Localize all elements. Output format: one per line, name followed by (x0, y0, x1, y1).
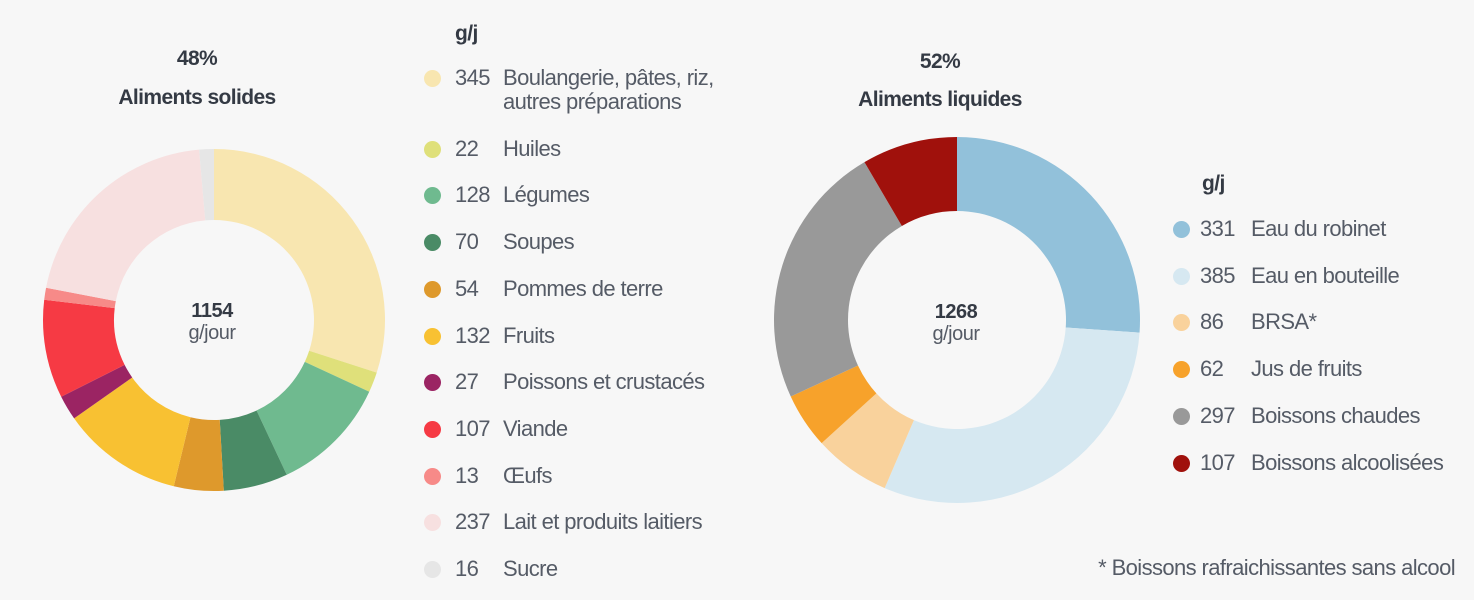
liquids-unit: g/jour (932, 323, 980, 345)
slice-1-0 (957, 137, 1141, 333)
legend-swatch (424, 70, 441, 87)
slice-0-5 (74, 377, 191, 487)
slice-0-2 (256, 361, 370, 475)
legend-swatch (424, 514, 441, 532)
legend-swatch (424, 140, 441, 158)
legend-value: 27 (455, 369, 479, 395)
legend-value: 70 (455, 229, 479, 255)
legend-value: 297 (1200, 402, 1236, 428)
legend-label: Pommes de terre (503, 275, 663, 301)
slice-1-1 (884, 327, 1140, 503)
legend-value: 345 (455, 65, 491, 90)
legend-swatch (424, 327, 441, 345)
legend-value: 128 (455, 182, 491, 208)
liquids-center-label: 1268 g/jour (932, 301, 980, 345)
legend-value: 54 (455, 275, 479, 301)
legend-value: 331 (1200, 216, 1236, 241)
liquids-percent: 52% (919, 50, 961, 73)
legend-label: Boissons alcoolisées (1251, 449, 1444, 475)
legend-label: Huiles (503, 135, 561, 161)
solids-total: 1154 (191, 300, 233, 322)
legend-label: Viande (503, 415, 568, 441)
slice-0-0 (214, 149, 385, 373)
legend-value: 107 (455, 415, 491, 441)
legend-label: Fruits (503, 322, 555, 348)
footnote: * Boissons rafraichissantes sans alcool (1098, 555, 1456, 580)
legend-swatch (424, 187, 441, 205)
solids-center-label: 1154 g/jour (188, 300, 236, 344)
slice-0-1 (304, 350, 377, 392)
slice-0-10 (199, 149, 214, 221)
solids-unit: g/jour (188, 322, 236, 344)
slice-0-7 (42, 299, 125, 397)
slice-0-8 (44, 287, 116, 309)
solids-percent: 48% (176, 47, 218, 70)
legend-label: Lait et produits laitiers (503, 509, 703, 535)
legend-label: Eau du robinet (1251, 216, 1386, 241)
legend-swatch (424, 234, 441, 252)
legend-swatch (1173, 314, 1190, 332)
legend-swatch (1173, 407, 1190, 425)
legend-swatch (424, 374, 441, 392)
legend-value: 107 (1200, 449, 1236, 475)
legend-label: Soupes (503, 229, 575, 255)
legend-swatch (424, 561, 441, 578)
legend-label: Sucre (503, 556, 558, 581)
legend-value: 62 (1200, 356, 1224, 382)
legend-label: Œufs (503, 462, 553, 488)
solids-title: Aliments solides (118, 86, 276, 109)
slice-1-5 (864, 137, 957, 226)
liquids-total: 1268 (934, 301, 978, 323)
legend-value: 385 (1200, 262, 1236, 288)
legend-label: Eau en bouteille (1251, 262, 1400, 288)
legend-swatch (1173, 361, 1190, 379)
slice-0-3 (219, 410, 287, 491)
legend-swatch (1173, 221, 1190, 238)
legend-swatch (1173, 267, 1190, 285)
slice-1-2 (821, 393, 914, 489)
slice-0-6 (61, 364, 133, 419)
legend-label: Légumes (503, 182, 590, 208)
legend-swatch (424, 280, 441, 298)
slice-0-9 (46, 149, 206, 302)
legend-label: BRSA* (1251, 309, 1317, 335)
liquids-legend-header: g/j (1202, 172, 1225, 195)
legend-value: 132 (455, 322, 491, 348)
slice-0-4 (173, 417, 224, 492)
legend-value: 22 (455, 135, 479, 161)
legend-value: 16 (455, 556, 479, 581)
slice-1-3 (790, 365, 877, 444)
solids-legend-header: g/j (455, 22, 478, 45)
liquids-title: Aliments liquides (858, 88, 1022, 111)
legend-label: Boulangerie, pâtes, riz, autres préparati… (503, 65, 714, 114)
legend-swatch (424, 467, 441, 485)
legend-swatch (1173, 454, 1190, 472)
slice-1-4 (774, 162, 902, 397)
legend-label: Jus de fruits (1251, 356, 1362, 382)
legend-value: 86 (1200, 309, 1224, 335)
legend-value: 13 (455, 462, 479, 488)
legend-swatch (424, 420, 441, 438)
legend-label: Boissons chaudes (1251, 402, 1421, 428)
legend-label: Poissons et crustacés (503, 369, 705, 395)
legend-value: 237 (455, 509, 491, 535)
